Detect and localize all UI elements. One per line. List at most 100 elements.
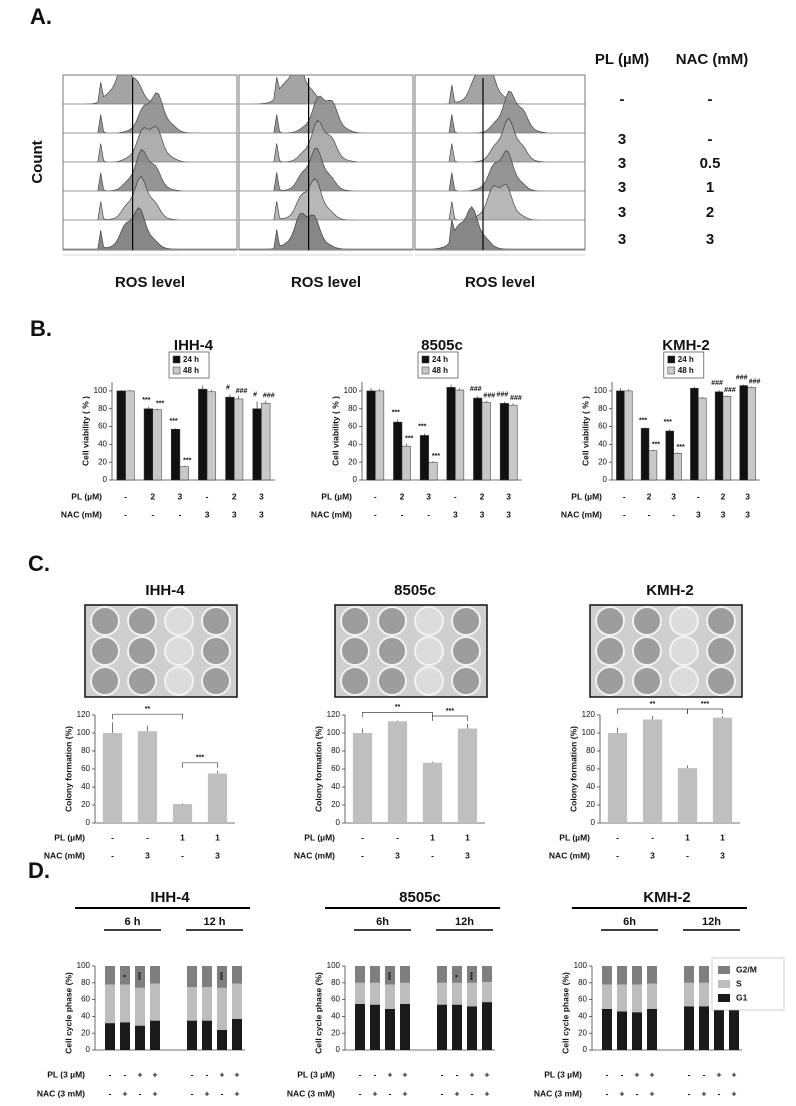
y-tick-label: 80	[578, 978, 587, 987]
bar	[714, 391, 724, 481]
well	[451, 636, 481, 666]
bar	[473, 397, 483, 481]
row-value: -	[651, 832, 654, 842]
bar	[387, 721, 408, 823]
bar	[198, 388, 208, 481]
annotation: ***	[392, 409, 400, 416]
y-tick-label: 40	[81, 1012, 90, 1021]
annotation: ***	[142, 397, 150, 404]
row-value: -	[124, 509, 127, 519]
x-label: ROS level	[115, 274, 185, 291]
bar-segment	[437, 1004, 447, 1050]
bar-segment	[714, 1009, 724, 1050]
bar	[508, 404, 518, 481]
bar-segment	[632, 984, 642, 1013]
well	[127, 666, 157, 696]
table-header: NAC (mM)	[676, 51, 749, 68]
y-tick-label: 80	[81, 746, 90, 755]
x-label: ROS level	[465, 274, 535, 291]
bar-segment	[684, 966, 694, 983]
bar-segment	[202, 966, 212, 987]
legend-label: 48 h	[432, 366, 448, 375]
bar	[225, 396, 235, 481]
chart-title: IHH-4	[174, 337, 214, 354]
row-value: 3	[696, 509, 701, 519]
bracket-label: **	[650, 701, 656, 708]
table-cell: 3	[618, 231, 626, 248]
row-label: PL (µM)	[559, 832, 590, 842]
row-value: +	[235, 1088, 240, 1098]
annotation: ***	[156, 401, 164, 408]
annotation: ***	[388, 972, 395, 980]
bar	[252, 408, 262, 481]
chart-title: KMH-2	[643, 889, 691, 906]
group-label: 12h	[455, 916, 474, 928]
legend-swatch	[718, 980, 730, 988]
row-value: +	[153, 1088, 158, 1098]
bar-segment	[482, 966, 492, 982]
row-value: -	[361, 850, 364, 860]
table-header: PL (µM)	[595, 51, 649, 68]
bar	[616, 390, 625, 481]
well	[164, 606, 194, 636]
row-label: PL (µM)	[304, 832, 335, 842]
row-value: -	[374, 491, 377, 501]
row-value: -	[374, 509, 377, 519]
y-tick-label: 80	[348, 404, 357, 413]
annotation: ###	[236, 388, 248, 395]
row-value: -	[111, 832, 114, 842]
well	[669, 636, 699, 666]
y-tick-label: 100	[77, 961, 91, 970]
row-value: 2	[721, 491, 726, 501]
row-value: -	[718, 1088, 721, 1098]
bar-segment	[699, 1006, 709, 1050]
y-tick-label: 0	[86, 1045, 91, 1054]
annotation: ###	[510, 395, 522, 402]
row-value: 3	[205, 509, 210, 519]
bar-segment	[135, 987, 145, 1026]
table-cell: 1	[706, 179, 714, 196]
y-tick-label: 0	[353, 475, 358, 484]
y-tick-label: 60	[81, 764, 90, 773]
bar	[690, 387, 699, 481]
well	[377, 636, 407, 666]
row-value: -	[111, 850, 114, 860]
bar-segment	[482, 981, 492, 1003]
row-value: 1	[465, 832, 470, 842]
table-cell: 0.5	[700, 155, 721, 172]
row-value: +	[455, 1088, 460, 1098]
row-value: -	[606, 1069, 609, 1079]
table-cell: 3	[706, 231, 714, 248]
row-label: NAC (mM)	[61, 509, 102, 519]
chart-title: 8505c	[394, 582, 436, 599]
chart-title: IHH-4	[145, 582, 185, 599]
bar-segment	[699, 966, 709, 983]
bar-segment	[105, 1023, 115, 1050]
bar-segment	[232, 983, 242, 1019]
row-value: -	[359, 1088, 362, 1098]
bracket	[182, 762, 218, 768]
y-tick-label: 60	[598, 422, 607, 431]
row-value: +	[717, 1069, 722, 1079]
row-value: -	[191, 1088, 194, 1098]
y-tick-label: 60	[586, 764, 595, 773]
well	[414, 606, 444, 636]
flow-box-top	[63, 30, 237, 75]
bar-segment	[370, 1004, 380, 1050]
well	[164, 636, 194, 666]
bar	[170, 428, 181, 481]
table-cell: -	[708, 131, 713, 148]
y-tick-label: 40	[98, 439, 107, 448]
y-axis-label: Cell viability ( % )	[330, 396, 340, 466]
y-tick-label: 0	[103, 475, 108, 484]
y-tick-label: 100	[327, 961, 341, 970]
row-value: +	[485, 1069, 490, 1079]
annotation: ***	[470, 972, 477, 980]
row-value: +	[485, 1088, 490, 1098]
y-tick-label: 80	[331, 978, 340, 987]
y-tick-label: 20	[598, 457, 607, 466]
row-value: +	[650, 1088, 655, 1098]
bracket-label: **	[145, 706, 151, 713]
row-label: NAC (mM)	[44, 850, 85, 860]
group-label: 6 h	[125, 916, 141, 928]
